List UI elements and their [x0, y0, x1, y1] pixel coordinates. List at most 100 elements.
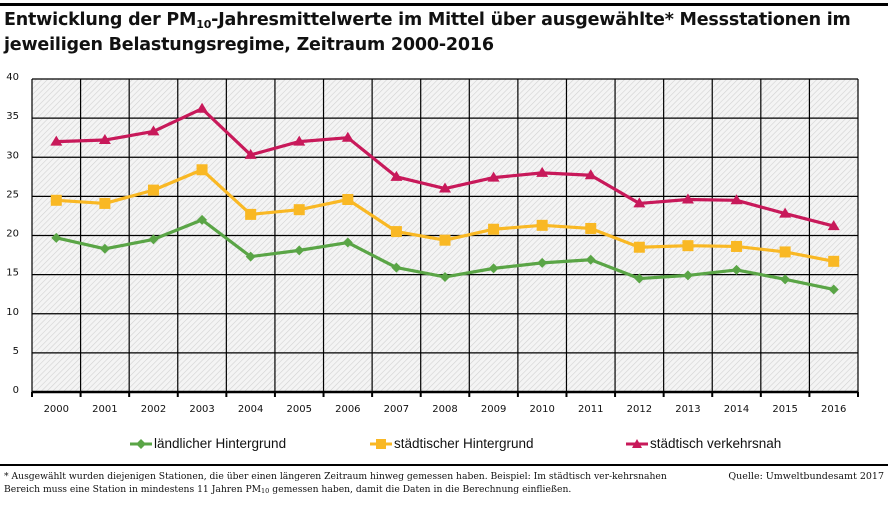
data-point-triangle	[98, 134, 111, 145]
title-subscript: 10	[196, 18, 212, 31]
x-tick-label: 2003	[189, 404, 214, 415]
y-tick-label: 15	[6, 268, 19, 279]
y-tick-label: 5	[13, 346, 19, 357]
footnote: * Ausgewählt wurden diejenigen Stationen…	[4, 470, 704, 496]
data-point-square	[779, 246, 791, 258]
data-point-square	[342, 194, 354, 206]
data-point-triangle	[293, 135, 306, 146]
x-tick-label: 2009	[481, 404, 506, 415]
x-tick-label: 2007	[384, 404, 409, 415]
x-tick-label: 2014	[724, 404, 749, 415]
x-tick-label: 2004	[238, 404, 263, 415]
legend: ländlicher Hintergrund städtischer Hinte…	[0, 436, 892, 456]
legend-item-verkehrsnah: städtisch verkehrsnah	[626, 436, 781, 451]
x-tick-label: 2013	[675, 404, 700, 415]
data-point-diamond	[391, 262, 402, 273]
data-point-square	[147, 184, 159, 196]
footnote-text-2: gemessen haben, damit die Daten in die B…	[269, 484, 572, 495]
data-point-triangle	[584, 169, 597, 180]
data-point-square	[536, 219, 548, 231]
data-point-diamond	[537, 257, 548, 268]
legend-label: städtischer Hintergrund	[394, 436, 534, 451]
x-tick-label: 2008	[432, 404, 457, 415]
bottom-rule	[0, 464, 888, 466]
data-point-triangle	[439, 182, 451, 193]
series-triangle	[50, 102, 840, 231]
x-tick-label: 2002	[141, 404, 166, 415]
legend-marker-square-icon	[370, 438, 392, 449]
data-point-square	[390, 226, 402, 238]
x-tick-label: 2016	[821, 404, 846, 415]
data-point-square	[585, 222, 597, 234]
source-note: Quelle: Umweltbundesamt 2017	[728, 471, 884, 482]
data-point-triangle	[779, 207, 792, 218]
data-point-square	[245, 208, 257, 220]
x-tick-label: 2006	[335, 404, 360, 415]
data-point-diamond	[731, 264, 742, 275]
y-tick-label: 30	[6, 150, 19, 161]
data-point-square	[99, 197, 111, 209]
data-point-triangle	[50, 135, 63, 146]
chart-title: Entwicklung der PM10-Jahresmittelwerte i…	[4, 8, 884, 58]
y-tick-label: 35	[6, 111, 19, 122]
axes	[31, 390, 859, 397]
data-point-diamond	[440, 271, 450, 282]
data-point-diamond	[828, 284, 839, 295]
footnote-subscript: 10	[261, 487, 270, 495]
legend-item-staedtisch-hintergrund: städtischer Hintergrund	[370, 436, 534, 451]
data-point-triangle	[244, 148, 257, 159]
data-point-diamond	[245, 251, 256, 262]
x-tick-label: 2005	[287, 404, 312, 415]
data-point-square	[731, 240, 743, 252]
data-point-square	[50, 194, 62, 206]
data-point-triangle	[536, 166, 549, 177]
data-point-triangle	[341, 131, 354, 142]
data-point-square	[828, 255, 840, 267]
y-tick-label: 25	[6, 189, 19, 200]
legend-label: städtisch verkehrsnah	[650, 436, 782, 451]
data-point-diamond	[488, 263, 499, 274]
data-point-diamond	[780, 274, 791, 285]
y-axis-ticks: 0 5 10 15 20 25 30 35 40	[6, 72, 19, 396]
data-point-square	[293, 204, 305, 216]
data-point-diamond	[51, 232, 62, 243]
y-tick-label: 10	[6, 307, 19, 318]
data-point-square	[439, 234, 451, 246]
series-group	[50, 102, 840, 295]
title-text-2: -Jahresmittelwerte im Mittel über ausgew…	[4, 10, 851, 55]
footnote-text-1: * Ausgewählt wurden diejenigen Stationen…	[4, 471, 667, 495]
data-point-triangle	[633, 197, 646, 208]
data-point-diamond	[682, 270, 693, 281]
data-point-square	[633, 241, 645, 253]
x-tick-label: 2012	[627, 404, 652, 415]
data-point-square	[682, 240, 694, 252]
data-point-diamond	[99, 243, 110, 254]
series-diamond	[51, 214, 839, 295]
data-point-triangle	[390, 170, 403, 181]
series-square	[50, 164, 840, 267]
legend-marker-diamond-icon	[130, 438, 152, 449]
data-point-square	[488, 223, 500, 235]
data-point-triangle	[196, 102, 209, 113]
title-text-1: Entwicklung der PM	[4, 10, 197, 30]
y-tick-label: 40	[6, 72, 19, 83]
top-rule	[0, 3, 888, 6]
x-tick-label: 2001	[92, 404, 117, 415]
x-axis-ticks: 2000 2001 2002 2003 2004 2005 2006 2007 2008 2009…	[44, 404, 847, 415]
legend-item-laendlich: ländlicher Hintergrund	[130, 436, 286, 451]
y-tick-label: 20	[6, 229, 19, 240]
data-point-triangle	[487, 171, 500, 182]
legend-label: ländlicher Hintergrund	[154, 436, 287, 451]
data-point-diamond	[148, 234, 159, 245]
x-tick-label: 2010	[529, 404, 554, 415]
legend-marker-triangle-icon	[626, 438, 648, 448]
data-point-diamond	[197, 214, 208, 225]
y-tick-label: 0	[13, 385, 19, 396]
data-point-diamond	[342, 237, 353, 248]
x-tick-label: 2011	[578, 404, 603, 415]
data-point-triangle	[730, 194, 743, 205]
data-point-diamond	[294, 245, 305, 256]
data-point-triangle	[681, 193, 694, 204]
data-point-diamond	[634, 273, 645, 284]
